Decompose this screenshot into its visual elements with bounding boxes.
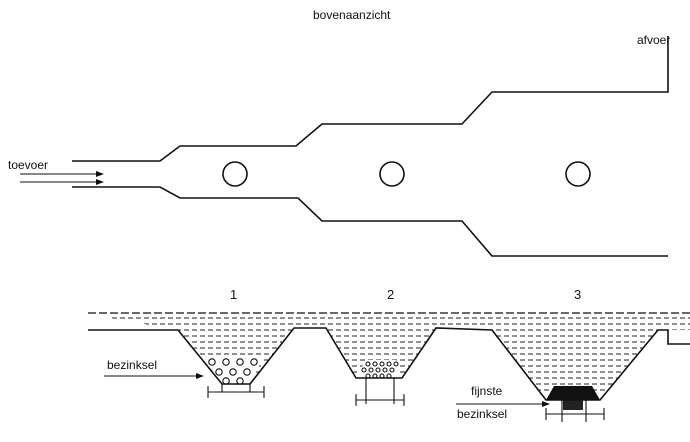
drain-outlet-2 — [355, 378, 405, 406]
channel-upper-wall — [72, 36, 669, 162]
medium-sediment — [356, 360, 402, 379]
basin-1-marker — [222, 161, 248, 187]
inlet-label: toevoer — [8, 158, 48, 172]
basin-number-2: 2 — [387, 287, 394, 302]
water-body — [88, 317, 690, 391]
finest-sediment-arrow — [456, 401, 550, 407]
coarse-sediment — [200, 356, 264, 385]
channel-lower-wall — [72, 186, 668, 257]
top-view-title: bovenaanzicht — [313, 8, 391, 22]
fine-sediment — [546, 386, 600, 410]
basin-number-3: 3 — [574, 287, 581, 302]
basin-2-marker — [379, 161, 405, 187]
finest-sediment-label-line1: fijnste — [471, 384, 503, 398]
basin-number-1: 1 — [230, 287, 237, 302]
outlet-label: afvoer — [637, 33, 670, 47]
sediment-label: bezinksel — [107, 358, 157, 372]
basin-bed-profile — [88, 327, 690, 401]
basin-3-marker — [565, 161, 591, 187]
inflow-arrows — [20, 171, 104, 185]
drain-outlet-3 — [545, 400, 605, 422]
sediment-arrow — [104, 373, 204, 379]
drain-outlet-1 — [207, 384, 265, 398]
finest-sediment-label-line2: bezinksel — [457, 407, 507, 421]
